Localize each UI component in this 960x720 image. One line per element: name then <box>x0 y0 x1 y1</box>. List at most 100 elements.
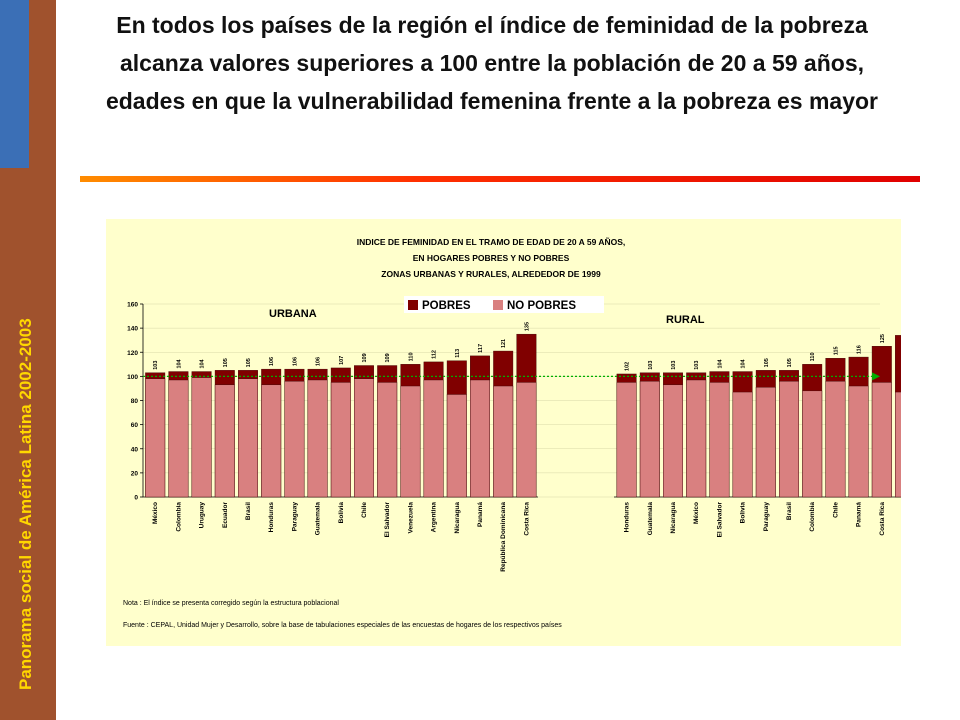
bar-no-pobres <box>423 379 444 498</box>
category-label: Costa Rica <box>523 502 530 536</box>
bar-no-pobres <box>330 382 351 498</box>
category-label: México <box>152 502 159 524</box>
y-tick-label: 40 <box>131 446 139 453</box>
legend-swatch-pobres <box>408 300 418 310</box>
category-label: Honduras <box>268 502 275 533</box>
y-tick-label: 140 <box>127 326 138 333</box>
data-label: 105 <box>223 358 229 367</box>
category-label: Venezuela <box>407 502 414 534</box>
y-tick-label: 100 <box>127 374 138 381</box>
y-tick-label: 60 <box>131 422 139 429</box>
y-tick-label: 20 <box>131 470 139 477</box>
category-label: Bolivia <box>338 502 345 524</box>
sidebar-label: Panorama social de América Latina 2002-2… <box>16 318 35 690</box>
data-label: 107 <box>339 356 345 365</box>
category-label: Honduras <box>624 502 631 533</box>
slide-title: En todos los países de la región el índi… <box>105 12 879 114</box>
data-label: 106 <box>269 357 275 366</box>
category-label: Brasil <box>245 502 252 520</box>
bar-no-pobres <box>755 387 776 498</box>
category-label: Chile <box>832 502 839 518</box>
category-label: Panamá <box>477 502 484 527</box>
bar-no-pobres <box>400 385 421 498</box>
bar-no-pobres <box>261 384 282 498</box>
chart-title-line-1: INDICE DE FEMINIDAD EN EL TRAMO DE EDAD … <box>357 237 626 247</box>
category-label: República Dominicana <box>500 502 507 572</box>
bar-no-pobres <box>663 384 683 498</box>
data-label: 110 <box>408 352 414 361</box>
category-label: Bolivia <box>740 502 747 524</box>
bar-no-pobres <box>732 391 753 498</box>
group-label-rural: RURAL <box>666 314 705 326</box>
category-label: Guatemala <box>315 502 322 536</box>
data-label: 106 <box>292 357 298 366</box>
bar-no-pobres <box>307 379 328 498</box>
bar-no-pobres <box>470 379 490 498</box>
bar-no-pobres <box>354 378 374 498</box>
data-label: 102 <box>625 362 631 371</box>
legend-swatch-no-pobres <box>493 300 503 310</box>
sidebar-band: Panorama social de América Latina 2002-2… <box>0 0 56 720</box>
chart-source: Fuente : CEPAL, Unidad Mujer y Desarroll… <box>123 622 562 629</box>
category-label: El Salvador <box>384 502 391 538</box>
category-label: Paraguay <box>763 502 770 532</box>
category-label: Guatemala <box>647 502 654 536</box>
category-label: Colombia <box>809 502 816 532</box>
bar-no-pobres <box>214 384 235 498</box>
data-label: 125 <box>880 334 886 343</box>
data-label: 117 <box>478 344 484 353</box>
legend-label-no-pobres: NO POBRES <box>507 300 576 312</box>
bar-no-pobres <box>616 382 637 498</box>
reference-arrow <box>872 372 880 381</box>
bar-no-pobres <box>168 379 189 498</box>
bar-no-pobres <box>191 377 212 498</box>
category-label: Colombia <box>175 502 182 532</box>
bar-no-pobres <box>284 380 305 498</box>
data-label: 103 <box>648 361 654 370</box>
category-label: Costa Rica <box>879 502 886 536</box>
bar-no-pobres <box>825 380 846 498</box>
category-label: Uruguay <box>199 502 206 529</box>
bar-no-pobres <box>238 378 258 498</box>
bar-no-pobres <box>802 390 823 498</box>
category-label: Ecuador <box>222 502 229 528</box>
data-label: 103 <box>694 361 700 370</box>
category-label: Paraguay <box>291 502 298 532</box>
data-label: 103 <box>153 361 159 370</box>
bar-no-pobres <box>895 391 901 498</box>
bar-no-pobres <box>871 382 892 498</box>
data-label: 104 <box>176 358 182 368</box>
legend: POBRES NO POBRES <box>404 296 604 313</box>
bar-no-pobres <box>145 378 166 498</box>
bar-no-pobres <box>639 380 660 498</box>
plot-area: 0 20 40 60 80 100 120 140 160 103 México 104 Colombi… <box>127 302 901 572</box>
sidebar-accent <box>0 0 29 168</box>
data-label: 109 <box>385 353 391 362</box>
data-label: 104 <box>200 358 206 368</box>
chart-note: Nota : El índice se presenta corregido s… <box>123 600 339 607</box>
y-tick-label: 0 <box>134 495 138 502</box>
bar-no-pobres <box>848 385 869 498</box>
data-label: 105 <box>764 358 770 367</box>
data-label: 115 <box>833 346 839 355</box>
category-label: El Salvador <box>716 502 723 538</box>
legend-label-pobres: POBRES <box>422 300 471 312</box>
bar-no-pobres <box>493 385 514 498</box>
group-label-urbana: URBANA <box>269 308 317 320</box>
category-label: Panamá <box>856 502 863 527</box>
data-label: 105 <box>787 358 793 367</box>
chart-title-line-2: EN HOGARES POBRES Y NO POBRES <box>413 253 570 263</box>
chart-panel: INDICE DE FEMINIDAD EN EL TRAMO DE EDAD … <box>106 219 901 646</box>
feminity-index-chart: INDICE DE FEMINIDAD EN EL TRAMO DE EDAD … <box>123 237 901 629</box>
data-label: 113 <box>455 349 461 358</box>
data-label: 106 <box>316 357 322 366</box>
data-label: 135 <box>524 322 530 331</box>
data-label: 104 <box>741 358 747 368</box>
legend-box <box>404 296 604 313</box>
y-tick-label: 160 <box>127 302 138 309</box>
bar-no-pobres <box>446 394 467 498</box>
category-label: Nicaragua <box>454 502 461 534</box>
category-label: México <box>693 502 700 524</box>
data-label: 104 <box>717 358 723 368</box>
category-label: Argentina <box>431 502 438 533</box>
